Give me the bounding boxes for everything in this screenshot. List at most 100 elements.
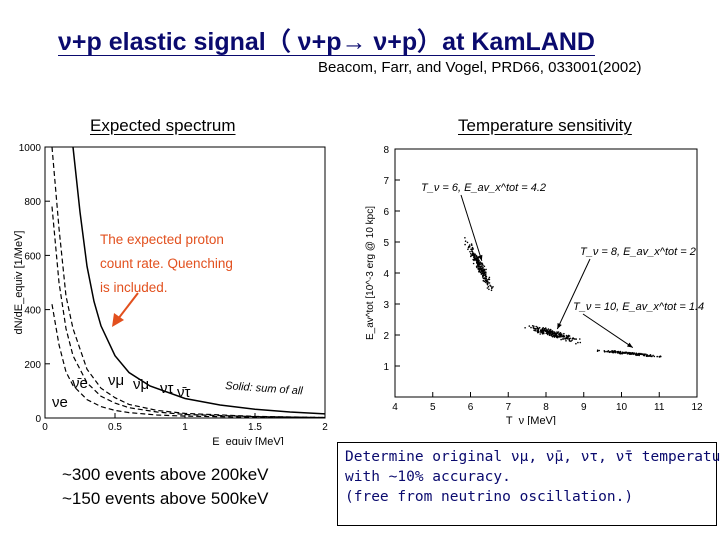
flavor-label: νμ — [108, 372, 124, 389]
y-axis-label: E_av^tot [10^-3 erg @ 10 kpc] — [365, 206, 376, 340]
x-axis-label: E_equiv [MeV] — [212, 436, 284, 445]
scatter-point — [656, 355, 658, 358]
scatter-point — [475, 258, 477, 261]
scatter-point — [559, 333, 561, 336]
scatter-point — [556, 332, 559, 334]
flavor-label: ν̄μ — [133, 376, 149, 393]
x-tick-label: 7 — [505, 402, 511, 413]
scatter-point — [598, 349, 600, 352]
scatter-point — [614, 351, 616, 353]
scatter-point — [483, 271, 486, 273]
scatter-point — [532, 326, 535, 329]
scatter-point — [557, 335, 559, 337]
y-axis-label: dN/dE_equiv [1/MeV] — [13, 231, 25, 335]
scatter-point — [486, 287, 489, 289]
x-tick-label: 0 — [42, 422, 48, 433]
scatter-point — [480, 265, 482, 267]
x-tick-label: 1 — [182, 422, 188, 433]
scatter-point — [650, 355, 652, 358]
scatter-point — [548, 329, 551, 331]
scatter-point — [553, 331, 556, 333]
scatter-point — [481, 274, 484, 277]
scatter-point — [623, 352, 625, 354]
scatter-point — [470, 252, 472, 255]
scatter-point — [575, 342, 577, 345]
annotation-label: T_ν = 6, E_av_x^tot = 4.2 — [421, 182, 546, 194]
scatter-point — [470, 248, 473, 251]
scatter-point — [555, 333, 558, 335]
scatter-point — [552, 332, 554, 335]
scatter-point — [536, 326, 539, 329]
scatter-point — [596, 350, 599, 352]
scatter-point — [464, 240, 467, 242]
scatter-point — [477, 259, 480, 261]
flavor-curve-2 — [51, 206, 325, 418]
y-tick-label: 7 — [383, 176, 389, 187]
scatter-point — [568, 335, 571, 337]
scatter-point — [473, 254, 475, 256]
scatter-point — [470, 255, 472, 257]
right-panel-heading: Temperature sensitivity — [458, 116, 632, 135]
scatter-point — [470, 243, 473, 245]
scatter-point — [550, 333, 553, 336]
scatter-point — [562, 336, 565, 338]
scatter-point — [482, 266, 484, 269]
y-tick-label: 800 — [24, 197, 41, 208]
scatter-point — [579, 338, 581, 340]
x-tick-label: 11 — [654, 402, 665, 413]
scatter-point — [566, 335, 569, 337]
scatter-point — [478, 268, 481, 270]
events-above-500kev: ~150 events above 500keV — [62, 489, 269, 508]
scatter-point — [476, 265, 478, 268]
scatter-point — [482, 279, 485, 282]
scatter-point — [612, 350, 615, 353]
scatter-point — [479, 261, 482, 263]
scatter-point — [468, 244, 471, 246]
reference-citation: Beacom, Farr, and Vogel, PRD66, 033001(2… — [318, 59, 642, 76]
scatter-point — [549, 330, 552, 333]
scatter-point — [482, 277, 485, 280]
scatter-point — [570, 340, 572, 343]
events-above-200kev: ~300 events above 200keV — [62, 465, 269, 484]
scatter-point — [626, 352, 628, 354]
scatter-point — [547, 331, 550, 333]
scatter-point — [546, 330, 548, 332]
annotation-label: T_ν = 8, E_av_x^tot = 2 — [580, 246, 696, 258]
y-tick-label: 4 — [383, 269, 389, 280]
x-tick-label: 0.5 — [108, 422, 122, 433]
scatter-point — [485, 275, 487, 278]
scatter-point — [475, 254, 477, 257]
scatter-point — [549, 332, 552, 334]
flavor-label: νe — [52, 394, 68, 411]
scatter-point — [630, 353, 632, 355]
scatter-point — [569, 337, 571, 340]
scatter-point — [483, 269, 486, 271]
scatter-point — [560, 333, 562, 336]
scatter-point — [603, 350, 606, 352]
scatter-point — [477, 267, 480, 270]
scatter-point — [481, 262, 483, 264]
scatter-point — [653, 355, 656, 358]
scatter-point — [482, 264, 484, 267]
scatter-point — [466, 241, 469, 244]
scatter-point — [485, 268, 487, 271]
scatter-point — [548, 333, 551, 335]
scatter-point — [545, 332, 547, 335]
sum-curve — [72, 147, 325, 415]
scatter-point — [553, 336, 556, 338]
scatter-point — [641, 353, 644, 355]
scatter-point — [628, 351, 630, 354]
scatter-point — [478, 262, 480, 265]
slide-title: ν+p elastic signal（ ν+p→ ν+p）at KamLAND — [58, 28, 595, 56]
scatter-point — [572, 337, 575, 340]
conclusion-line-2: with ~10% accuracy. — [345, 469, 511, 485]
y-tick-label: 600 — [24, 251, 41, 262]
scatter-point — [477, 257, 480, 259]
scatter-point — [565, 340, 567, 342]
scatter-point — [473, 257, 476, 260]
scatter-point — [553, 335, 556, 337]
x-tick-label: 10 — [616, 402, 628, 413]
scatter-point — [545, 328, 547, 330]
scatter-point — [652, 354, 654, 357]
scatter-point — [561, 338, 564, 340]
